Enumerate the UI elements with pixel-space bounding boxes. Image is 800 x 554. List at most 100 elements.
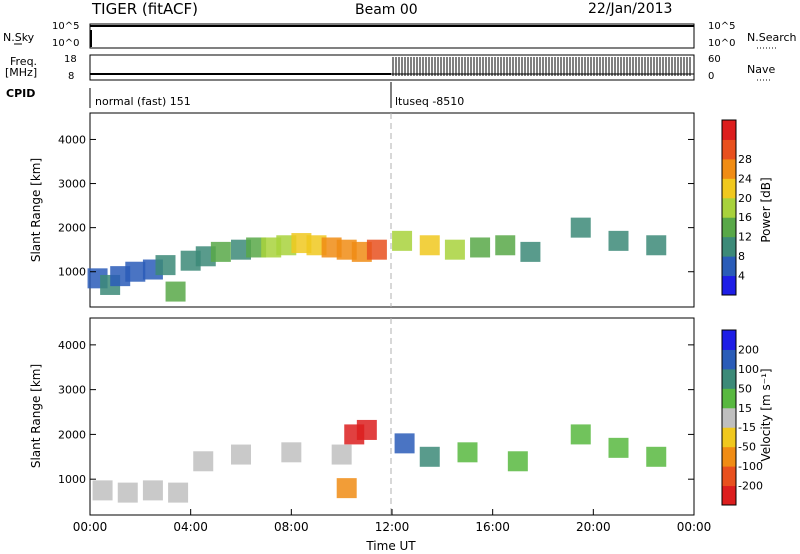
radar-cell [570,217,591,238]
cpid-label: CPID [6,87,36,100]
velocity-plot-frame [89,317,695,516]
colorbar-tick-label: 15 [738,402,752,415]
radar-cell [351,241,372,262]
colorbar-tick-label: -15 [738,421,756,434]
radar-cell [180,250,201,271]
colorbar-tick-label: -100 [738,460,763,473]
radar-cell [356,419,377,440]
colorbar-frame [721,119,737,296]
ytick-label: 2000 [58,428,86,441]
power-colorbar-label: Power [dB] [759,177,773,242]
colorbar-swatch [722,217,736,238]
xtick-label: 12:00 [375,520,410,534]
radar-cell [520,241,541,262]
nave-label: Nave [747,63,776,76]
radar-cell [276,235,297,256]
colorbar-tick-label: 4 [738,270,745,283]
cpid-mode-normal: normal (fast) 151 [95,95,191,108]
nsearch-label: N.Search [747,31,797,44]
xaxis-label: Time UT [365,539,416,553]
xtick-label: 04:00 [173,520,208,534]
radar-cell [92,480,113,501]
nsky-label: N.Sky [3,31,35,44]
radar-cell [444,239,465,260]
radar-cell [125,261,146,282]
radar-cell [507,451,528,472]
radar-cell [231,239,251,260]
colorbar-tick-label: 50 [738,382,752,395]
xtick-label: 00:00 [73,520,108,534]
radar-cell [231,444,251,465]
radar-cell [470,237,491,258]
radar-cell [336,478,357,499]
colorbar-swatch [722,349,736,370]
ytick-label: 4000 [58,133,86,146]
colorbar-tick-label: 200 [738,343,759,356]
nsky-tick-low: 10^0 [52,38,80,49]
radar-cell [193,451,214,472]
freq-strip [89,54,770,81]
radar-cell [246,237,267,258]
power-panel: 1000 2000 3000 4000 Slant Range [km] [29,112,695,308]
colorbar-frame [721,329,737,506]
velocity-colorbar-label: Velocity [m s⁻¹] [759,368,773,461]
radar-cell [110,266,131,287]
colorbar-swatch [722,158,736,179]
ytick-label: 3000 [58,178,86,191]
ytick-label: 1000 [58,473,86,486]
radar-cell [394,433,415,454]
radar-cell [646,446,667,467]
radar-cell [210,241,231,262]
ytick-label: 3000 [58,384,86,397]
colorbar-swatch [722,139,736,160]
colorbar-swatch [722,388,736,409]
freq-tick-high: 18 [64,54,77,65]
nsky-strip [14,23,777,49]
xtick-label: 16:00 [475,520,510,534]
freq-label: Freq. [10,55,38,68]
velocity-xticks: 00:00 04:00 08:00 12:00 16:00 20:00 00:00 [73,509,712,534]
power-yticks: 1000 2000 3000 4000 [58,133,694,279]
colorbar-tick-label: 28 [738,153,752,166]
colorbar-tick-label: 16 [738,211,752,224]
velocity-yticks: 1000 2000 3000 4000 [58,339,694,486]
velocity-panel: 1000 2000 3000 4000 00:00 04:00 08:00 12:00 16:… [29,317,712,553]
colorbar-swatch [722,407,736,428]
power-ylabel: Slant Range [km] [29,158,43,262]
nave-tick-low: 0 [708,71,715,82]
radar-cell [168,482,189,503]
colorbar-swatch [722,330,736,350]
nsearch-tick-low: 10^0 [708,38,736,49]
freq-tick-low: 8 [68,71,75,82]
nave-comb [392,57,691,76]
radar-cell [142,480,163,501]
colorbar-swatch [722,256,736,277]
radar-cell [331,444,352,465]
radar-cell [495,235,516,256]
ytick-label: 1000 [58,266,86,279]
radar-cell [419,446,440,467]
power-plot-frame [89,112,695,308]
cpid-mode-ltuseq: ltuseq -8510 [395,95,465,108]
colorbar-swatch [722,446,736,467]
radar-cell [608,437,629,458]
colorbar-tick-label: 100 [738,363,759,376]
radar-cell [291,233,312,254]
colorbar-swatch [722,197,736,218]
beam-label: Beam 00 [355,2,418,18]
radar-cell [457,442,478,463]
xtick-label: 00:00 [677,520,712,534]
xtick-label: 20:00 [576,520,611,534]
mhz-label: [MHz] [5,66,38,79]
nsky-tick-high: 10^5 [52,21,80,32]
colorbar-tick-label: 24 [738,172,752,185]
radar-cell [155,255,176,276]
colorbar-swatch [722,427,736,448]
radar-cell [392,230,413,251]
radar-cell [570,424,591,445]
radar-cell [261,237,282,258]
date-label: 22/Jan/2013 [588,1,673,17]
colorbar-swatch [722,178,736,199]
velocity-ylabel: Slant Range [km] [29,364,43,468]
